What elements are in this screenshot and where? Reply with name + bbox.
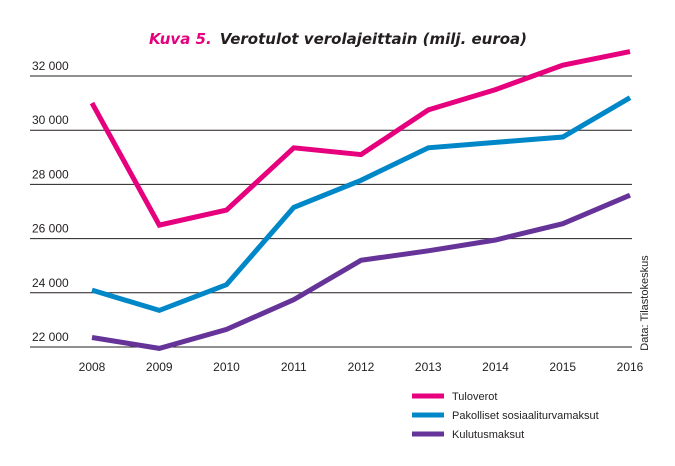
x-tick-label: 2012 (348, 360, 375, 374)
x-tick-label: 2008 (79, 360, 106, 374)
chart-title: Kuva 5. Verotulot verolajeittain (milj. e… (149, 30, 527, 48)
x-tick-label: 2010 (213, 360, 240, 374)
legend: Tuloverot Pakolliset sosiaaliturvamaksut K… (412, 391, 599, 441)
y-axis-ticks: 22 000 24 000 26 000 28 000 30 000 32 000 (32, 59, 69, 344)
x-tick-label: 2015 (549, 360, 576, 374)
y-tick-label: 28 000 (32, 167, 69, 181)
y-tick-label: 22 000 (32, 330, 69, 344)
series-line-2 (91, 192, 631, 351)
series-line-0 (89, 49, 631, 228)
x-axis-ticks: 2008 2009 2010 2011 2012 2013 2014 2015 2016 (79, 360, 644, 374)
x-tick-label: 2016 (617, 360, 644, 374)
x-tick-label: 2014 (482, 360, 509, 374)
gridlines (30, 75, 632, 348)
x-tick-label: 2011 (281, 360, 307, 374)
legend-label-0: Tuloverot (452, 391, 497, 403)
y-tick-label: 24 000 (32, 276, 69, 290)
series-line-1 (91, 95, 632, 314)
x-tick-label: 2013 (415, 360, 442, 374)
y-tick-label: 26 000 (32, 222, 69, 236)
y-tick-label: 32 000 (32, 59, 69, 73)
chart-title-text: Verotulot verolajeittain (milj. euroa) (220, 30, 527, 48)
x-tick-label: 2009 (146, 360, 173, 374)
chart-title-prefix: Kuva 5. (149, 30, 212, 48)
legend-label-1: Pakolliset sosiaaliturvamaksut (452, 410, 599, 422)
series-lines (89, 49, 632, 351)
legend-label-2: Kulutusmaksut (452, 429, 524, 441)
y-tick-label: 30 000 (32, 113, 69, 127)
source-note: Data: Tilastokeskus (639, 255, 651, 351)
